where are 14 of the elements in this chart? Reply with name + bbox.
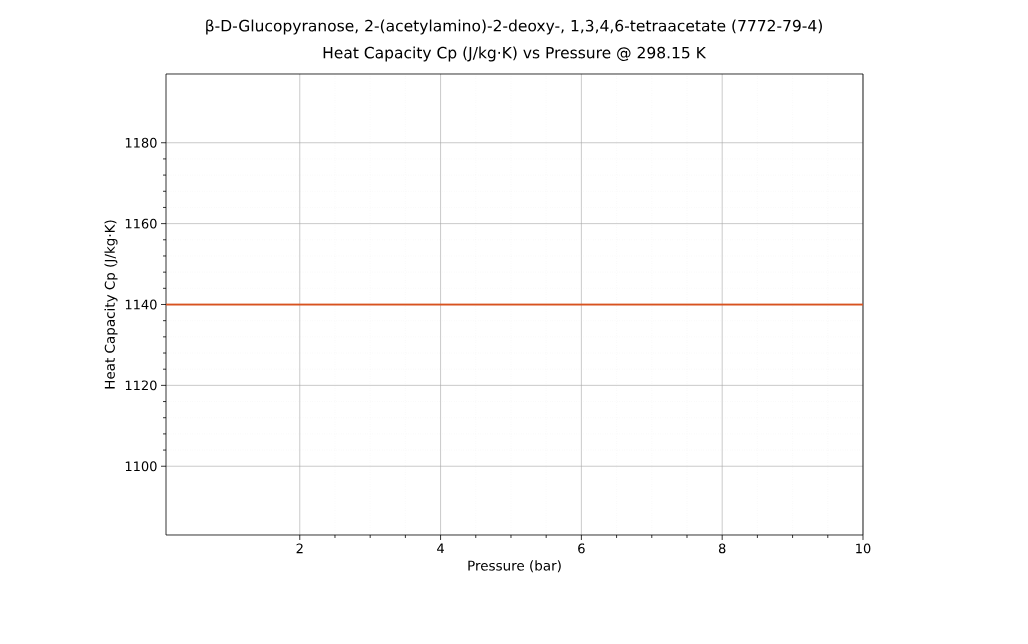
- y-tick-label: 1160: [125, 218, 157, 229]
- y-tick-label: 1140: [125, 299, 157, 310]
- x-tick-label: 8: [718, 543, 726, 554]
- x-tick-label: 6: [578, 543, 585, 554]
- chart-subtitle: Heat Capacity Cp (J/kg·K) vs Pressure @ 298.15 K: [323, 46, 707, 62]
- y-axis-title: Heat Capacity Cp (J/kg·K): [104, 220, 118, 389]
- y-tick-label: 1180: [125, 137, 157, 148]
- x-tick-label: 10: [856, 543, 871, 554]
- chart-title: β-D-Glucopyranose, 2-(acetylamino)-2-deoxy-, 1,3,4,6-tetraacetate (7772-79-4): [206, 19, 822, 35]
- y-tick-label: 1100: [125, 461, 157, 472]
- x-tick-label: 4: [437, 543, 444, 553]
- x-tick-label: 2: [296, 543, 303, 554]
- x-axis-title: Pressure (bar): [468, 560, 561, 573]
- y-tick-label: 1120: [125, 380, 157, 391]
